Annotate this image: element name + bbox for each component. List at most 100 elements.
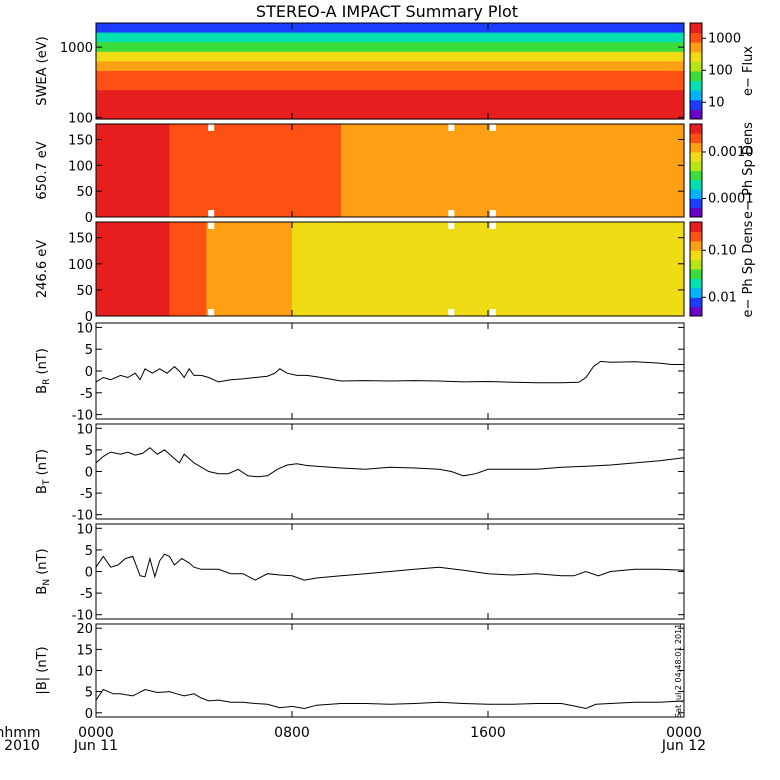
colorbar-step <box>690 250 702 254</box>
colorbar-step <box>690 283 702 286</box>
heatmap-column <box>647 222 661 316</box>
colorbar-label: e− Ph Sp Dens <box>741 122 756 219</box>
colorbar-step <box>690 214 702 218</box>
colorbar-step <box>690 172 702 176</box>
colorbar-step <box>690 308 702 312</box>
heatmap-column <box>267 222 281 316</box>
heatmap-column <box>353 222 367 316</box>
colorbar-step <box>690 240 702 244</box>
panel-3: 0.10 0.01 e− Ph Sp Dens 150 100 50 0 246.6 eV <box>35 220 756 325</box>
colorbar-step <box>690 25 702 29</box>
colorbar-step <box>690 107 702 110</box>
colorbar-tick-label: 100 <box>708 63 733 78</box>
heatmap-column <box>500 124 514 217</box>
colorbar-step <box>690 168 702 171</box>
heatmap-column <box>169 124 183 217</box>
colorbar-step <box>690 131 702 134</box>
heatmap-column <box>537 124 550 217</box>
heatmap-column <box>132 124 146 217</box>
y-tick-label: 100 <box>68 258 93 273</box>
plot-title: STEREO-A IMPACT Summary Plot <box>256 2 518 21</box>
data-gap-mark <box>489 123 496 131</box>
y-tick-label: 5 <box>85 686 93 701</box>
colorbar-step <box>690 147 702 151</box>
heatmap-column <box>377 222 391 316</box>
panel-frame <box>95 322 685 420</box>
heatmap-column <box>292 222 305 316</box>
heatmap-band <box>96 23 684 34</box>
colorbar-step <box>690 42 702 46</box>
heatmap-column <box>145 222 158 316</box>
y-tick-label: 10 <box>76 522 93 537</box>
heatmap-column <box>475 124 489 217</box>
heatmap-column <box>255 124 269 217</box>
colorbar-step <box>690 126 702 130</box>
y-tick-label: 1000 <box>60 41 93 56</box>
y-tick-label: -10 <box>72 609 93 624</box>
colorbar-step <box>690 254 702 258</box>
heatmap-band <box>96 71 684 82</box>
heatmap-column <box>635 222 648 316</box>
heatmap-column <box>512 124 526 217</box>
heatmap-column <box>439 222 452 316</box>
heatmap-column <box>206 222 220 316</box>
colorbar-step <box>690 61 702 65</box>
colorbar-step <box>690 75 702 79</box>
panel-4: 10 5 0 -5 -10 BR (nT) <box>35 321 685 424</box>
y-axis-label: 246.6 eV <box>35 240 50 298</box>
colorbar-step <box>690 294 702 298</box>
colorbar-step <box>690 49 702 53</box>
heatmap-column <box>610 124 624 217</box>
colorbar-step <box>690 151 702 155</box>
heatmap-column <box>451 222 465 316</box>
y-tick-label: 150 <box>68 134 93 149</box>
heatmap-column <box>341 124 354 217</box>
colorbar-label: e− Ph Sp Dens <box>741 220 756 317</box>
colorbar-step <box>690 247 702 251</box>
colorbar-step <box>690 229 702 232</box>
y-axis-label: BN (nT) <box>35 548 52 594</box>
y-tick-label: 0 <box>85 211 93 226</box>
colorbar-step <box>690 175 702 178</box>
heatmap-column <box>206 124 220 217</box>
heatmap-column <box>341 222 354 316</box>
colorbar-step <box>690 243 702 247</box>
colorbar-step <box>690 269 702 272</box>
heatmap-column <box>108 222 122 316</box>
heatmap-column <box>463 222 477 316</box>
heatmap-column <box>132 222 146 316</box>
y-tick-label: 0 <box>85 310 93 325</box>
timestamp-stamp: Sat Jul 2 04:48:01 2011 <box>674 624 683 718</box>
colorbar-1: 1000 100 10 e− Flux <box>689 22 756 120</box>
colorbar-step <box>690 156 702 160</box>
heatmap-column <box>586 124 599 217</box>
heatmap-column <box>316 222 330 316</box>
heatmap-column <box>598 124 612 217</box>
colorbar-step <box>690 68 702 72</box>
colorbar-step <box>690 285 702 289</box>
heatmap-column <box>549 124 563 217</box>
x-tick-label: 0000 <box>78 725 114 741</box>
y-tick-label: -5 <box>80 587 93 602</box>
colorbar-step <box>690 273 702 277</box>
heatmap-band <box>96 42 684 53</box>
heatmap-column <box>512 222 526 316</box>
data-gap-mark <box>208 123 215 131</box>
heatmap-column <box>377 124 391 217</box>
colorbar-step <box>690 266 702 270</box>
colorbar-step <box>690 290 702 293</box>
panel-frame <box>95 623 685 718</box>
y-tick-label: 5 <box>85 444 93 459</box>
colorbar-tick-label: 0.10 <box>708 243 737 258</box>
data-gap-mark <box>448 210 455 218</box>
colorbar-step <box>690 252 702 256</box>
colorbar-step <box>690 23 702 26</box>
colorbar-step <box>690 210 702 213</box>
colorbar-step <box>690 27 702 31</box>
colorbar-step <box>690 287 702 291</box>
colorbar-frame <box>689 123 703 218</box>
heatmap-column <box>647 124 661 217</box>
